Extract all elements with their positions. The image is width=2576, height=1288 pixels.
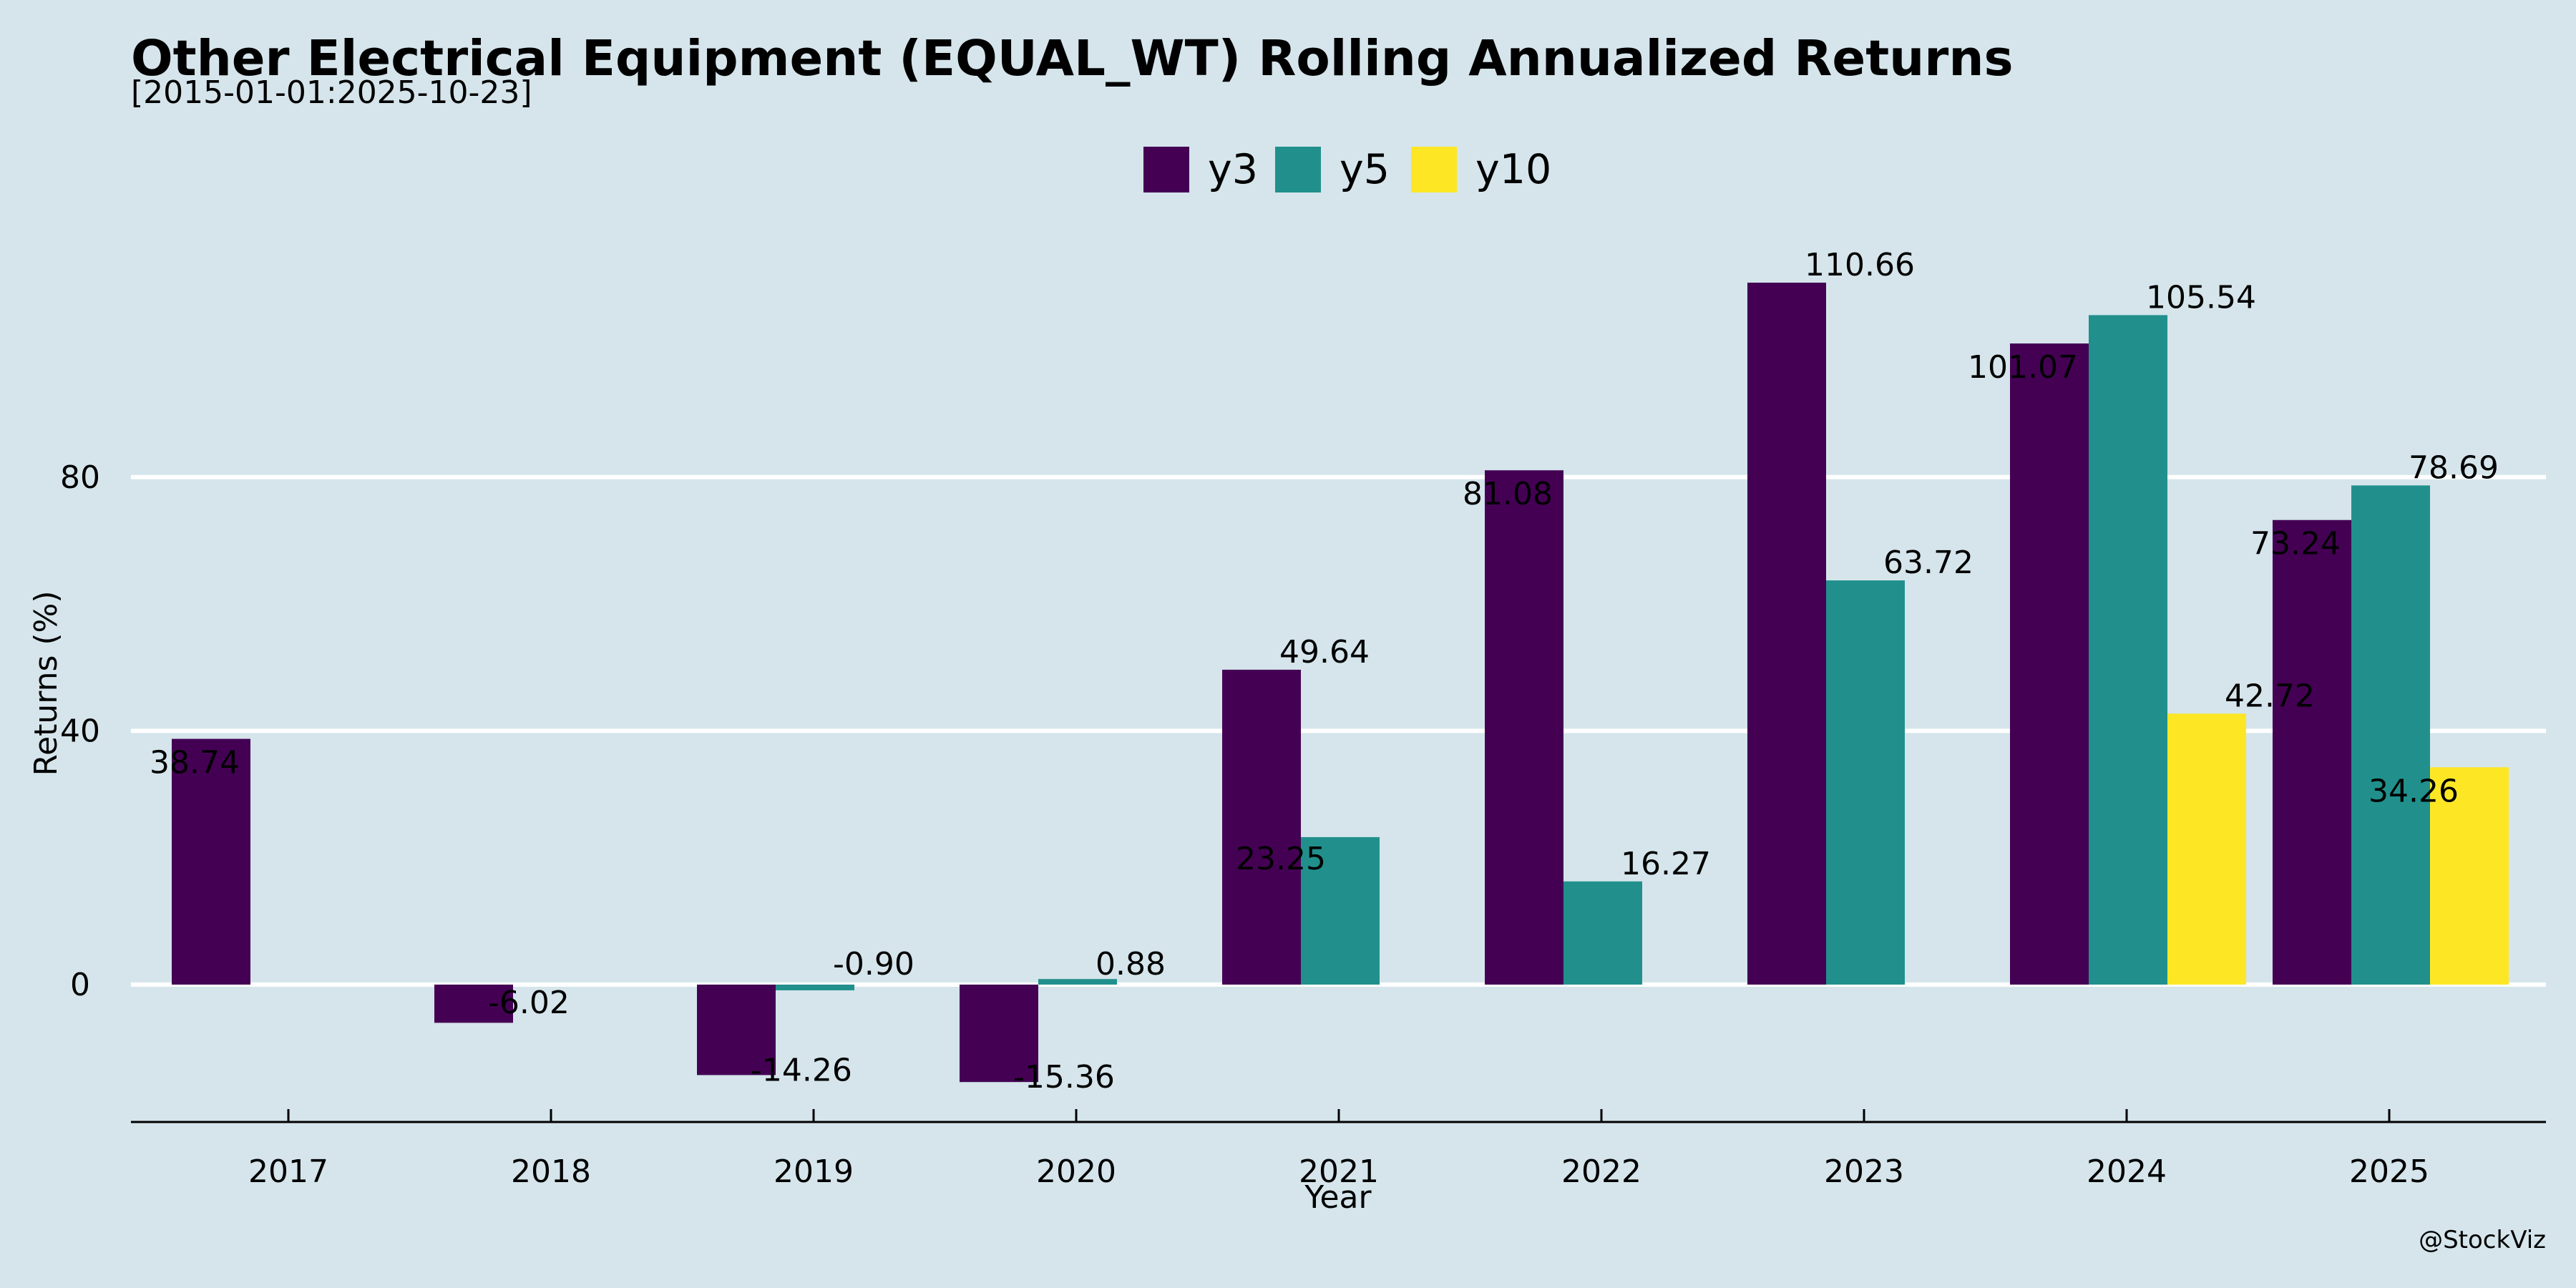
bar-y5-2022	[1563, 881, 1642, 985]
x-axis-label: Year	[1304, 1179, 1372, 1216]
credit: @StockViz	[2419, 1226, 2546, 1254]
bar-y10-2025	[2430, 767, 2509, 985]
x-tick-label-2022: 2022	[1561, 1153, 1641, 1190]
x-tick-label-2025: 2025	[2349, 1153, 2429, 1190]
bar-y3-2017	[172, 738, 250, 985]
y-tick-label: 40	[60, 713, 100, 749]
legend-label-y10: y10	[1475, 146, 1551, 193]
bar-y3-2024	[2010, 343, 2089, 985]
y-tick-label: 80	[60, 459, 100, 496]
bar-y10-2024	[2167, 713, 2246, 985]
data-labels: 38.74 -6.02 -14.26 -15.36 49.64 81.08 110.66 10…	[150, 247, 2499, 1096]
y-tick-label: 0	[70, 967, 90, 1003]
data-label-y5-2025: 78.69	[2409, 449, 2499, 486]
data-label-y5-2024: 105.54	[2146, 279, 2256, 316]
bar-y5-2025	[2351, 485, 2430, 985]
x-tick-label-2017: 2017	[248, 1153, 328, 1190]
data-label-y10-2025: 34.26	[2368, 773, 2459, 809]
data-label-y3-2020: -15.36	[1013, 1059, 1115, 1096]
data-label-y5-2022: 16.27	[1621, 846, 1711, 882]
bar-y5-2020	[1038, 979, 1117, 985]
data-label-y3-2018: -6.02	[488, 985, 570, 1021]
legend-label-y5: y5	[1340, 146, 1390, 193]
legend-swatch-y5	[1275, 147, 1321, 192]
data-label-y5-2019: -0.90	[833, 946, 914, 982]
legend-label-y3: y3	[1208, 146, 1258, 193]
x-tick-label-2021: 2021	[1299, 1153, 1379, 1190]
x-axis: 2017 2018 2019 2020 2021 2022 2023 2024 2025	[131, 1109, 2546, 1190]
data-label-y3-2023: 110.66	[1805, 247, 1915, 283]
bar-y3-2022	[1485, 470, 1563, 985]
chart-title: Other Electrical Equipment (EQUAL_WT) Ro…	[131, 30, 2014, 87]
bar-y3-2023	[1747, 282, 1826, 985]
data-label-y3-2025: 73.24	[2250, 526, 2341, 562]
bar-y5-2023	[1826, 580, 1905, 985]
x-tick-label-2023: 2023	[1824, 1153, 1904, 1190]
chart-subtitle: [2015-01-01:2025-10-23]	[131, 74, 532, 111]
data-label-y3-2024: 101.07	[1968, 349, 2078, 386]
bar-y3-2020	[960, 985, 1038, 1083]
data-label-y3-2019: -14.26	[751, 1052, 852, 1088]
bar-y3-2025	[2273, 519, 2351, 985]
data-label-y5-2021: 23.25	[1236, 841, 1326, 877]
x-tick-label-2020: 2020	[1036, 1153, 1116, 1190]
data-label-y3-2017: 38.74	[150, 745, 240, 781]
bar-y5-2024	[2089, 315, 2167, 985]
x-tick-label-2019: 2019	[774, 1153, 854, 1190]
legend: y3 y5 y10	[1143, 146, 1551, 193]
data-label-y10-2024: 42.72	[2225, 678, 2315, 714]
x-tick-label-2018: 2018	[511, 1153, 591, 1190]
y-axis-label: Returns (%)	[28, 590, 64, 776]
data-label-y5-2020: 0.88	[1096, 946, 1166, 982]
data-label-y3-2022: 81.08	[1463, 476, 1553, 512]
bar-y5-2019	[776, 985, 854, 990]
data-label-y3-2021: 49.64	[1279, 634, 1370, 670]
bar-y3-2018	[434, 985, 513, 1023]
y-axis: 0 40 80	[60, 459, 100, 1003]
bars	[172, 282, 2509, 1083]
bar-y3-2021	[1222, 669, 1301, 985]
legend-swatch-y10	[1411, 147, 1457, 192]
bar-y3-2019	[697, 985, 776, 1075]
data-label-y5-2023: 63.72	[1883, 545, 1974, 581]
x-tick-label-2024: 2024	[2087, 1153, 2167, 1190]
legend-swatch-y3	[1143, 147, 1189, 192]
bar-y5-2021	[1301, 836, 1380, 985]
